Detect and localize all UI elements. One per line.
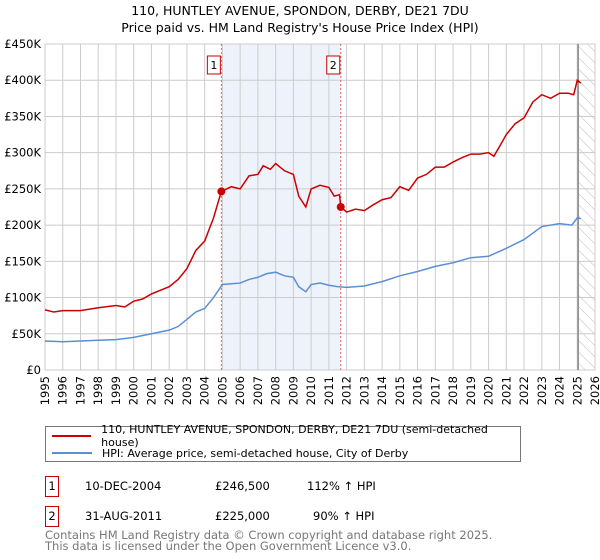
x-tick-label: 2026 xyxy=(588,376,600,405)
x-tick-label: 2016 xyxy=(411,376,425,405)
x-tick-label: 2023 xyxy=(535,376,549,405)
x-tick-label: 2021 xyxy=(499,376,513,405)
x-tick-label: 2000 xyxy=(127,376,141,405)
series-line xyxy=(44,217,581,343)
x-tick-label: 2011 xyxy=(322,376,336,405)
y-tick-label: £250K xyxy=(4,182,41,196)
x-tick-label: 2003 xyxy=(180,376,194,405)
x-tick-label: 2010 xyxy=(304,376,318,405)
x-tick-label: 1995 xyxy=(38,376,52,405)
y-tick-label: £300K xyxy=(4,146,41,160)
transaction-label-box xyxy=(206,55,221,75)
x-tick-label: 2017 xyxy=(428,376,442,405)
x-tick-label: 2002 xyxy=(162,376,176,405)
footer: Contains HM Land Registry data © Crown c… xyxy=(45,528,493,553)
x-tick-label: 2007 xyxy=(251,376,265,405)
x-tick-label: 2020 xyxy=(482,376,496,405)
transaction-marker: 1 xyxy=(45,476,59,497)
x-tick-label: 2025 xyxy=(570,376,584,405)
transaction-point xyxy=(336,203,345,211)
x-tick-label: 2009 xyxy=(286,376,300,405)
transaction-date: 31-AUG-2011 xyxy=(85,509,163,523)
x-tick-label: 1997 xyxy=(73,376,87,405)
x-tick-label: 2001 xyxy=(144,376,158,405)
transaction-row: 1 10-DEC-2004 £246,500 112% ↑ HPI xyxy=(45,476,445,498)
legend-red-swatch xyxy=(52,435,92,437)
x-tick-label: 1998 xyxy=(91,376,105,405)
footer-line1: Contains HM Land Registry data © Crown c… xyxy=(45,528,493,542)
chart-title: 110, HUNTLEY AVENUE, SPONDON, DERBY, DE2… xyxy=(0,2,600,36)
legend-blue-swatch xyxy=(52,452,92,454)
y-tick-label: £0 xyxy=(26,363,41,377)
x-tick-label: 2022 xyxy=(517,376,531,405)
transaction-price: £225,000 xyxy=(215,509,270,523)
x-tick-label: 2024 xyxy=(553,376,567,405)
legend-item-hpi: HPI: Average price, semi-detached house,… xyxy=(52,445,408,461)
transaction-label-box xyxy=(326,55,341,75)
price-chart: 1995 1996 1997 1998 1999 2000 2001 2002 2003 2004… xyxy=(4,37,600,405)
legend-item-property: 110, HUNTLEY AVENUE, SPONDON, DERBY, DE2… xyxy=(52,423,520,449)
transaction-hpi: 90% ↑ HPI xyxy=(313,509,375,523)
shaded-period xyxy=(221,44,341,370)
transaction-point xyxy=(217,187,226,196)
plot-border xyxy=(44,43,596,371)
legend: 110, HUNTLEY AVENUE, SPONDON, DERBY, DE2… xyxy=(45,423,521,462)
footer-line2: This data is licensed under the Open Gov… xyxy=(45,539,412,553)
x-tick-label: 2004 xyxy=(198,376,212,405)
legend-label-property: 110, HUNTLEY AVENUE, SPONDON, DERBY, DE2… xyxy=(101,423,488,449)
x-tick-label: 1999 xyxy=(109,376,123,405)
series-line xyxy=(44,78,582,313)
x-tick-label: 2012 xyxy=(340,376,354,405)
x-tick-label: 2006 xyxy=(233,376,247,405)
transaction-date: 10-DEC-2004 xyxy=(85,479,162,493)
transaction-row: 2 31-AUG-2011 £225,000 90% ↑ HPI xyxy=(45,506,445,528)
title-line2: Price paid vs. HM Land Registry's House … xyxy=(121,20,479,35)
y-tick-label: £150K xyxy=(4,254,41,268)
x-tick-label: 2013 xyxy=(357,376,371,405)
legend-label-hpi: HPI: Average price, semi-detached house,… xyxy=(102,446,409,460)
transaction-hpi: 112% ↑ HPI xyxy=(307,479,376,493)
x-tick-label: 2005 xyxy=(215,376,229,405)
y-tick-label: £100K xyxy=(4,291,41,305)
title-line1: 110, HUNTLEY AVENUE, SPONDON, DERBY, DE2… xyxy=(131,3,469,18)
x-tick-label: 2015 xyxy=(393,376,407,405)
transaction-marker: 2 xyxy=(45,506,59,527)
y-tick-label: £450K xyxy=(4,37,41,51)
y-tick-label: £400K xyxy=(4,73,41,87)
y-tick-label: £200K xyxy=(4,218,41,232)
x-tick-label: 1996 xyxy=(56,376,70,405)
transaction-label: 1 xyxy=(210,59,217,72)
y-tick-label: £50K xyxy=(12,327,42,341)
x-tick-label: 2018 xyxy=(446,376,460,405)
y-tick-label: £350K xyxy=(4,109,41,123)
x-tick-label: 2014 xyxy=(375,376,389,405)
transaction-price: £246,500 xyxy=(215,479,270,493)
x-tick-label: 2008 xyxy=(269,376,283,405)
transaction-label: 2 xyxy=(330,59,337,72)
x-tick-label: 2019 xyxy=(464,376,478,405)
forecast-hatch xyxy=(578,44,595,370)
